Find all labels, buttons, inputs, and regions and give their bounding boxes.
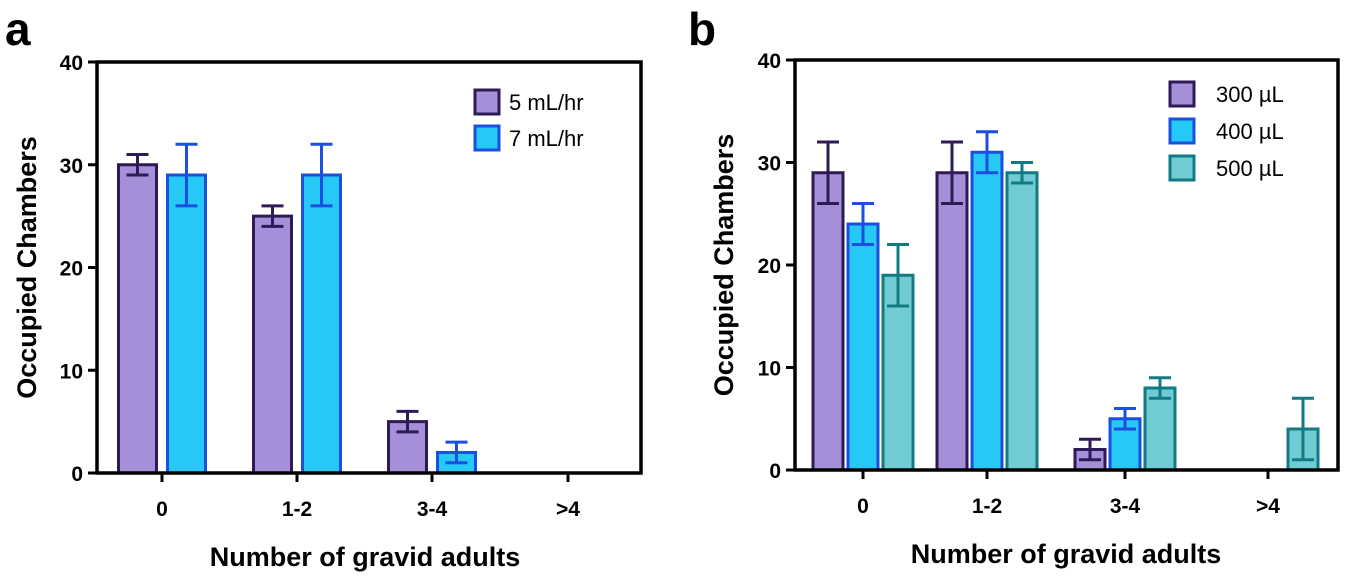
error-bar <box>1114 407 1136 431</box>
legend-swatch <box>1168 80 1196 108</box>
x-tick-label: 0 <box>857 495 869 518</box>
legend-label: 5 mL/hr <box>509 90 584 115</box>
error-bar <box>941 140 963 205</box>
y-tick-label: 20 <box>758 255 781 278</box>
legend-swatch <box>1168 117 1196 145</box>
legend-label: 400 µL <box>1216 119 1284 144</box>
y-axis-title: Occupied Chambers <box>12 136 42 399</box>
x-tick-label: 1-2 <box>972 495 1002 518</box>
series-2 <box>881 161 1320 472</box>
error-bar <box>126 152 149 177</box>
bar <box>252 214 293 475</box>
series-1 <box>166 142 477 475</box>
error-bar <box>1079 437 1101 462</box>
bar <box>1005 171 1039 472</box>
panel-label: b <box>688 3 716 55</box>
panel-label: a <box>5 3 31 55</box>
error-bar <box>1292 396 1314 462</box>
bar <box>811 171 845 472</box>
bar <box>166 173 207 475</box>
x-tick-label: 1-2 <box>282 498 312 521</box>
error-bar <box>445 440 468 465</box>
legend-swatch <box>473 88 501 116</box>
error-bar <box>976 130 998 175</box>
x-tick-label: 3-4 <box>417 498 448 521</box>
bar <box>301 173 342 475</box>
y-tick-label: 0 <box>71 463 83 486</box>
bar <box>117 163 158 475</box>
error-bar <box>817 140 839 205</box>
error-bar <box>310 142 333 208</box>
chart-panel-b: b Occupied Chambers Number of gravid adult… <box>688 3 1340 569</box>
x-tick-label: >4 <box>1256 495 1280 518</box>
x-tick-label: >4 <box>556 498 580 521</box>
chart-panel-a: a Occupied Chambers Number of gravid adult… <box>5 3 643 572</box>
error-bar <box>261 204 284 228</box>
legend-label: 300 µL <box>1216 82 1284 107</box>
legend: 5 mL/hr 7 mL/hr <box>473 88 584 152</box>
x-tick-label: 0 <box>156 498 168 521</box>
y-tick-label: 20 <box>60 258 83 281</box>
x-axis-title: Number of gravid adults <box>210 542 521 572</box>
legend-swatch <box>473 124 501 152</box>
bar <box>881 273 915 472</box>
y-tick-label: 40 <box>758 50 781 73</box>
bar <box>970 150 1004 472</box>
bar <box>1143 386 1177 472</box>
error-bar <box>1011 161 1033 185</box>
x-axis-title: Number of gravid adults <box>911 539 1222 569</box>
y-tick-label: 10 <box>758 358 781 381</box>
y-tick-label: 30 <box>60 155 83 178</box>
error-bar <box>887 243 909 308</box>
legend: 300 µL 400 µL 500 µL <box>1168 80 1284 182</box>
bar <box>935 171 969 472</box>
y-tick-label: 10 <box>60 360 83 383</box>
y-tick-label: 30 <box>758 153 781 176</box>
series-0 <box>117 152 428 475</box>
legend-label: 500 µL <box>1216 156 1284 181</box>
series-0 <box>811 140 1107 472</box>
error-bar <box>175 142 198 208</box>
error-bar <box>852 202 874 246</box>
legend-label: 7 mL/hr <box>509 126 584 151</box>
error-bar <box>396 409 419 434</box>
legend-swatch <box>1168 154 1196 182</box>
y-axis-title: Occupied Chambers <box>709 134 739 397</box>
error-bar <box>1149 376 1171 400</box>
bar <box>846 222 880 472</box>
y-tick-label: 40 <box>60 52 83 75</box>
series-1 <box>846 130 1142 472</box>
y-tick-label: 0 <box>769 460 781 483</box>
x-tick-label: 3-4 <box>1110 495 1141 518</box>
